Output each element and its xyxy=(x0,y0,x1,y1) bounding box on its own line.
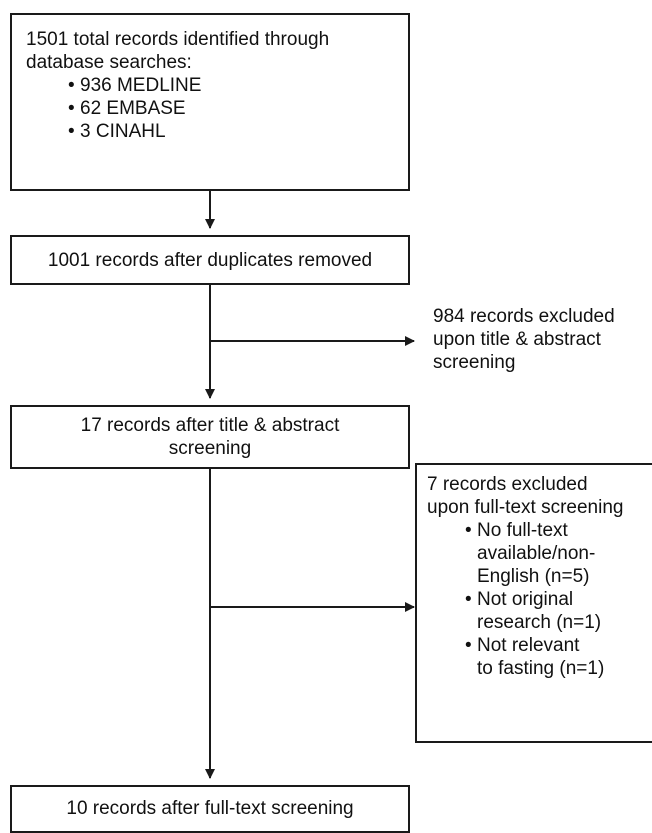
database-list: • 936 MEDLINE • 62 EMBASE • 3 CINAHL xyxy=(26,74,398,143)
fulltext-screened-records-text: 10 records after full-text screening xyxy=(66,798,354,819)
database-list-item: • 936 MEDLINE xyxy=(68,75,202,96)
fulltext-screened-records-box: 10 records after full-text screening xyxy=(10,785,410,833)
exclusion-reason-list: • No full-text available/non- English (n=… xyxy=(427,519,652,680)
deduplicated-records-text: 1001 records after duplicates removed xyxy=(47,250,373,271)
bullet-icon: • xyxy=(465,589,472,610)
fulltext-exclusion-box: 7 records excluded upon full-text screen… xyxy=(415,463,652,743)
deduplicated-records-box: 1001 records after duplicates removed xyxy=(10,235,410,285)
identified-records-heading-line-1: 1501 total records identified through xyxy=(26,29,330,50)
bullet-icon: • xyxy=(465,520,472,541)
database-list-item: • 3 CINAHL xyxy=(68,121,166,142)
identified-records-box: 1501 total records identified through da… xyxy=(10,13,410,191)
exclusion-note-line: 984 records excluded xyxy=(433,306,615,327)
bullet-icon: • xyxy=(68,75,75,96)
fulltext-exclusion-line-1: 7 records excluded xyxy=(427,474,588,495)
exclusion-note-line: upon title & abstract xyxy=(433,329,601,350)
fulltext-exclusion-line-2: upon full-text screening xyxy=(427,497,624,518)
exclusion-reason-item: • Not relevant to fasting (n=1) xyxy=(465,635,605,679)
title-screened-records-line-2: screening xyxy=(168,438,252,459)
title-screened-records-box: 17 records after title & abstract screen… xyxy=(10,405,410,469)
bullet-icon: • xyxy=(465,635,472,656)
title-screened-records-line-1: 17 records after title & abstract xyxy=(80,415,340,436)
exclusion-reason-item: • No full-text available/non- English (n=… xyxy=(465,520,596,587)
title-abstract-exclusion-note: 984 records excluded upon title & abstra… xyxy=(433,305,615,374)
exclusion-note-line: screening xyxy=(433,352,516,373)
exclusion-reason-item: • Not original research (n=1) xyxy=(465,589,602,633)
bullet-icon: • xyxy=(68,121,75,142)
bullet-icon: • xyxy=(68,98,75,119)
identified-records-heading-line-2: database searches: xyxy=(26,52,192,73)
database-list-item: • 62 EMBASE xyxy=(68,98,186,119)
